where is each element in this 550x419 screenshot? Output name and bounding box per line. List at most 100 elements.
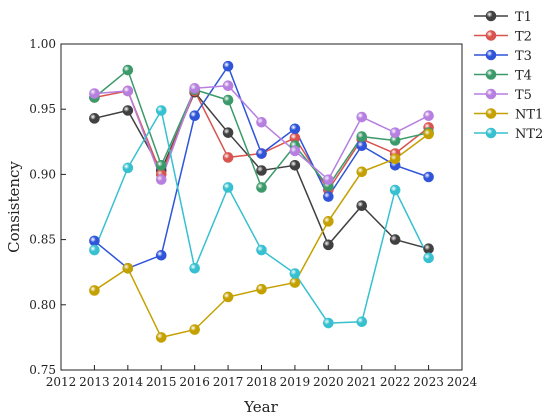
series-points [89, 60, 434, 343]
x-tick-label: 2013 [79, 375, 110, 389]
x-tick-label: 2017 [213, 375, 244, 389]
data-point-t1 [89, 113, 100, 124]
legend-item-t3: T3 [474, 49, 532, 64]
data-point-t5 [122, 85, 134, 97]
x-axis-label: Year [243, 398, 278, 416]
legend-label: T1 [515, 10, 532, 25]
data-point-t1 [122, 105, 134, 116]
data-point-nt1 [323, 216, 334, 227]
y-tick-label: 0.80 [29, 298, 56, 312]
data-point-t3 [189, 110, 200, 122]
data-point-nt2 [89, 244, 100, 256]
data-point-t1 [356, 200, 368, 211]
legend-marker [485, 69, 497, 80]
legend-label: NT2 [515, 127, 543, 142]
legend-marker [485, 49, 497, 61]
data-point-nt2 [423, 252, 434, 264]
data-point-nt2 [256, 244, 267, 256]
x-tick-label: 2012 [46, 375, 77, 389]
x-tick-label: 2014 [113, 375, 144, 389]
x-axis: 2012 2013 2014 2015 2016 2017 2018 2019 2020 2021… [46, 365, 478, 389]
data-point-t3 [289, 123, 301, 135]
data-point-t5 [222, 80, 234, 92]
data-point-t4 [222, 94, 234, 106]
x-tick-label: 2018 [246, 375, 277, 389]
data-point-t5 [189, 83, 200, 94]
data-point-t3 [89, 235, 100, 247]
data-point-nt2 [155, 105, 167, 116]
data-point-t1 [389, 234, 401, 245]
y-axis: 0.75 0.80 0.85 0.90 0.95 1.00 [29, 37, 66, 377]
x-tick-label: 2016 [179, 375, 210, 389]
data-point-t1 [423, 243, 434, 255]
x-tick-label: 2022 [380, 375, 411, 389]
data-point-nt1 [289, 277, 301, 288]
data-point-t5 [89, 88, 100, 99]
x-tick-label: 2024 [447, 375, 478, 389]
data-point-nt2 [222, 182, 234, 193]
y-tick-label: 0.75 [29, 363, 56, 377]
y-tick-label: 0.95 [29, 102, 56, 116]
legend: T1 T2 T3 T4 T5 NT1 NT2 [474, 10, 543, 142]
data-point-t5 [423, 110, 434, 122]
data-point-nt2 [122, 162, 134, 174]
data-point-nt1 [122, 262, 134, 274]
legend-marker [485, 30, 497, 41]
data-point-t5 [389, 127, 401, 138]
x-tick-label: 2019 [280, 375, 311, 389]
data-point-t1 [323, 239, 334, 251]
legend-marker [485, 10, 497, 22]
data-point-nt1 [256, 283, 267, 295]
legend-label: T4 [515, 69, 532, 84]
data-point-nt1 [222, 291, 234, 303]
legend-item-nt2: NT2 [474, 127, 543, 142]
legend-marker [485, 88, 497, 100]
data-point-nt1 [155, 332, 167, 343]
data-point-t1 [222, 127, 234, 138]
data-point-nt2 [389, 184, 401, 196]
data-point-nt2 [323, 317, 334, 329]
data-point-t5 [323, 174, 334, 185]
data-point-t3 [423, 171, 434, 183]
legend-label: T5 [515, 88, 532, 103]
data-point-nt1 [356, 166, 368, 178]
data-point-t4 [356, 131, 368, 142]
data-point-t3 [256, 148, 267, 159]
data-point-t1 [256, 165, 267, 176]
data-point-t3 [356, 140, 368, 152]
data-point-t4 [155, 159, 167, 171]
data-point-t5 [155, 174, 167, 185]
data-point-t1 [289, 159, 301, 171]
data-point-t2 [222, 152, 234, 163]
series-line-nt1 [93, 133, 430, 339]
data-point-nt1 [189, 324, 200, 335]
x-tick-label: 2023 [413, 375, 444, 389]
x-tick-label: 2020 [313, 375, 344, 389]
x-tick-label: 2015 [146, 375, 177, 389]
data-point-t3 [155, 249, 167, 261]
legend-item-nt1: NT1 [474, 108, 543, 123]
data-point-t4 [256, 182, 267, 193]
legend-item-t1: T1 [474, 10, 532, 25]
x-tick-label: 2021 [346, 375, 377, 389]
data-point-t4 [122, 64, 134, 76]
y-axis-label: Consistency [5, 161, 23, 253]
data-point-nt2 [189, 262, 200, 274]
legend-item-t4: T4 [474, 69, 532, 84]
data-point-nt2 [289, 268, 301, 279]
legend-item-t2: T2 [474, 30, 532, 45]
y-tick-label: 0.85 [29, 233, 56, 247]
legend-label: NT1 [515, 108, 543, 123]
data-point-t3 [323, 191, 334, 202]
data-point-nt2 [356, 316, 368, 328]
data-point-t3 [222, 60, 234, 72]
data-point-t5 [356, 111, 368, 123]
legend-marker [485, 127, 497, 139]
data-point-t5 [256, 116, 267, 128]
legend-marker [485, 108, 497, 119]
series-lines [93, 64, 430, 339]
data-point-t5 [289, 145, 301, 157]
data-point-nt1 [389, 153, 401, 165]
data-point-nt1 [89, 285, 100, 296]
